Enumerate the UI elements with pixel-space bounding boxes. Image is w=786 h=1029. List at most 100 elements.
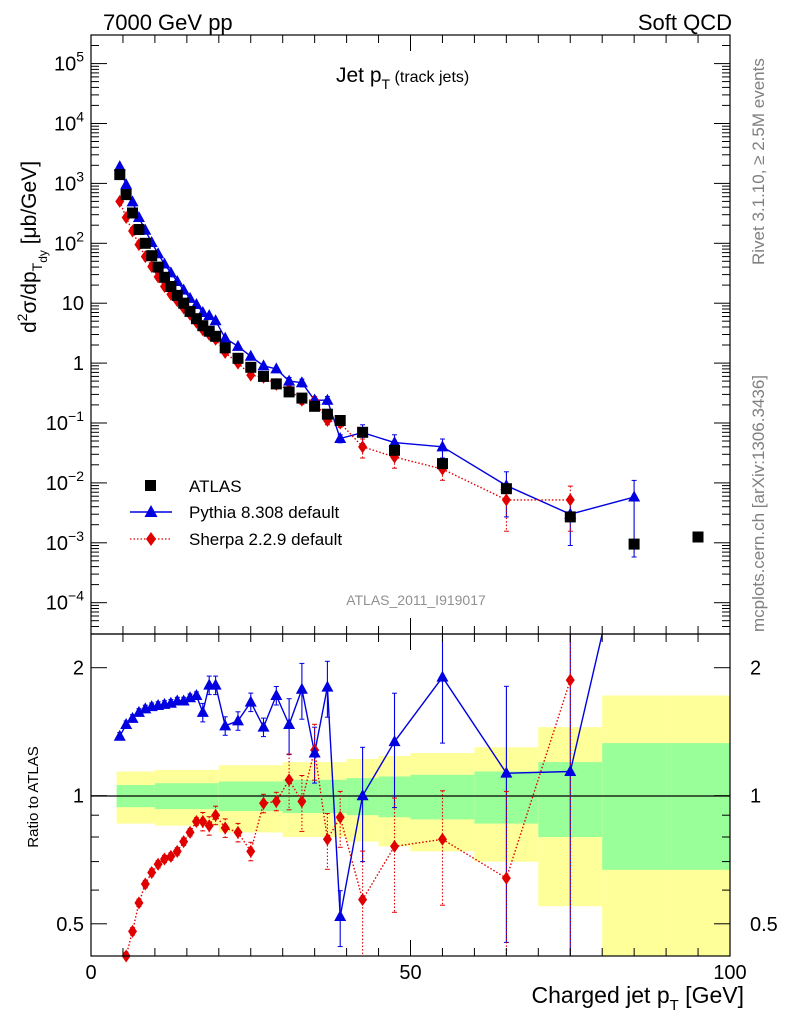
ylabel-unit: [μb/GeV] (18, 161, 41, 250)
ratio-sherpa-point (153, 857, 163, 871)
ratio-sherpa-point (233, 825, 243, 839)
ratio-y-tick-label-right: 1 (750, 786, 761, 808)
y-tick-label-exponent: 5 (76, 49, 84, 65)
sherpa-point (501, 493, 511, 507)
pythia-point (219, 331, 232, 343)
ratio-pythia-point (219, 719, 232, 731)
ratio-pythia-point (209, 678, 222, 690)
pythia-line-segment (394, 441, 443, 448)
ratio-pythia-point (500, 766, 513, 778)
y-tick-label: 104 (54, 109, 84, 136)
ratio-pythia-line-segment (569, 633, 603, 772)
sherpa-line-segment (288, 389, 303, 401)
y-tick-label-mantissa: 10 (54, 173, 76, 195)
ratio-pythia-point (113, 729, 126, 741)
rivet-side-label: Rivet 3.1.10, ≥ 2.5M events (749, 58, 768, 265)
ratio-sherpa-point (271, 794, 281, 808)
y-tick-label-mantissa: 10 (46, 593, 68, 615)
x-tick-label: 50 (399, 962, 421, 984)
ratio-sherpa-point (297, 794, 307, 808)
watermark: ATLAS_2011_I919017 (346, 592, 486, 608)
ratio-sherpa-point (179, 835, 189, 849)
xlabel-sub: T (670, 997, 679, 1014)
ratio-y-tick-label: 0.5 (56, 914, 84, 936)
ylabel-d: d (18, 321, 41, 333)
ratio-pythia-point (190, 689, 203, 701)
sherpa-line-segment (131, 230, 140, 245)
atlas-point (171, 289, 183, 301)
x-tick-label: 0 (85, 962, 96, 984)
ratio-pythia-point (270, 689, 283, 701)
atlas-point (296, 392, 308, 404)
header-left: 7000 GeV pp (103, 10, 233, 35)
atlas-point (184, 305, 196, 317)
ratio-pythia-point (231, 714, 244, 726)
sherpa-point (358, 440, 368, 454)
atlas-point (258, 370, 269, 382)
pythia-point (270, 362, 283, 374)
atlas-point (334, 415, 346, 426)
ratio-sherpa-point (128, 924, 138, 938)
ratio-sherpa-point (322, 832, 332, 846)
ratio-pythia-line-segment (393, 676, 444, 743)
ratio-sherpa-point (284, 773, 294, 787)
y-tick-label-exponent: 2 (76, 228, 84, 244)
legend-pythia-label: Pythia 8.308 default (189, 503, 340, 522)
pythia-point (113, 160, 126, 172)
ratio-pythia-line-segment (262, 695, 277, 728)
ratio-pythia-point (356, 789, 369, 801)
ratio-pythia-point (177, 694, 190, 706)
sherpa-line-segment (442, 468, 507, 501)
ratio-pythia-line-segment (326, 687, 341, 917)
atlas-point (152, 261, 164, 273)
atlas-point (437, 458, 448, 470)
legend-pythia-marker (144, 505, 158, 517)
atlas-point (210, 330, 222, 342)
main-title-sub: T (382, 76, 391, 92)
legend-sherpa-label: Sherpa 2.2.9 default (189, 530, 342, 549)
sherpa-line-segment (224, 351, 239, 364)
ratio-panel: 0.5 0.5 1 1 2 2 0 50 100 Ratio to ATLAS Charged … (25, 633, 778, 1014)
y-tick-label-mantissa: 10 (46, 413, 68, 435)
ratio-sherpa-point (211, 808, 221, 822)
x-tick-label: 100 (713, 962, 746, 984)
y-tick-label: 105 (54, 49, 84, 76)
ratio-sherpa-line-segment (275, 779, 290, 802)
ratio-sherpa-point (198, 814, 208, 828)
y-tick-label-mantissa: 10 (54, 54, 76, 76)
pythia-point (244, 349, 257, 361)
ratio-sherpa-point (358, 893, 368, 907)
legend: ATLAS Pythia 8.308 default Sherpa 2.2.9 … (130, 477, 342, 549)
y-tick-label: 10−4 (46, 588, 84, 615)
ratio-sherpa-point (134, 896, 144, 910)
ratio-sherpa-line-segment (288, 779, 303, 802)
legend-atlas-label: ATLAS (189, 477, 242, 496)
ratio-sherpa-point (166, 849, 176, 863)
ratio-pythia-point (321, 680, 334, 692)
atlas-point (178, 297, 190, 309)
pythia-line-segment (326, 399, 341, 439)
legend-sherpa-marker (146, 532, 156, 546)
ratio-axes-layer: 0.5 0.5 1 1 2 2 0 50 100 (56, 634, 778, 984)
ratio-sherpa-point (159, 852, 169, 866)
ratio-pythia-line-segment (506, 770, 571, 774)
atlas-point (219, 342, 231, 354)
ratio-sherpa-line-segment (361, 846, 396, 900)
ratio-sherpa-point (501, 871, 511, 885)
xlabel-unit: [GeV] (679, 982, 744, 1008)
ratio-pythia-point (244, 695, 257, 707)
ratio-pythia-point (120, 718, 133, 730)
atlas-point (190, 313, 202, 325)
atlas-point (146, 250, 158, 262)
ratio-sherpa-line-segment (326, 816, 341, 840)
ratio-pythia-point (295, 682, 308, 694)
ratio-sherpa-line-segment (339, 817, 364, 900)
main-title-suffix: (track jets) (390, 69, 469, 86)
atlas-point (159, 271, 170, 283)
sherpa-line-segment (263, 376, 277, 386)
sherpa-line-segment (125, 217, 134, 232)
atlas-point (114, 169, 126, 181)
header-right: Soft QCD (638, 10, 732, 35)
ratio-sherpa-point (437, 832, 447, 846)
ratio-sherpa-point (172, 844, 182, 858)
